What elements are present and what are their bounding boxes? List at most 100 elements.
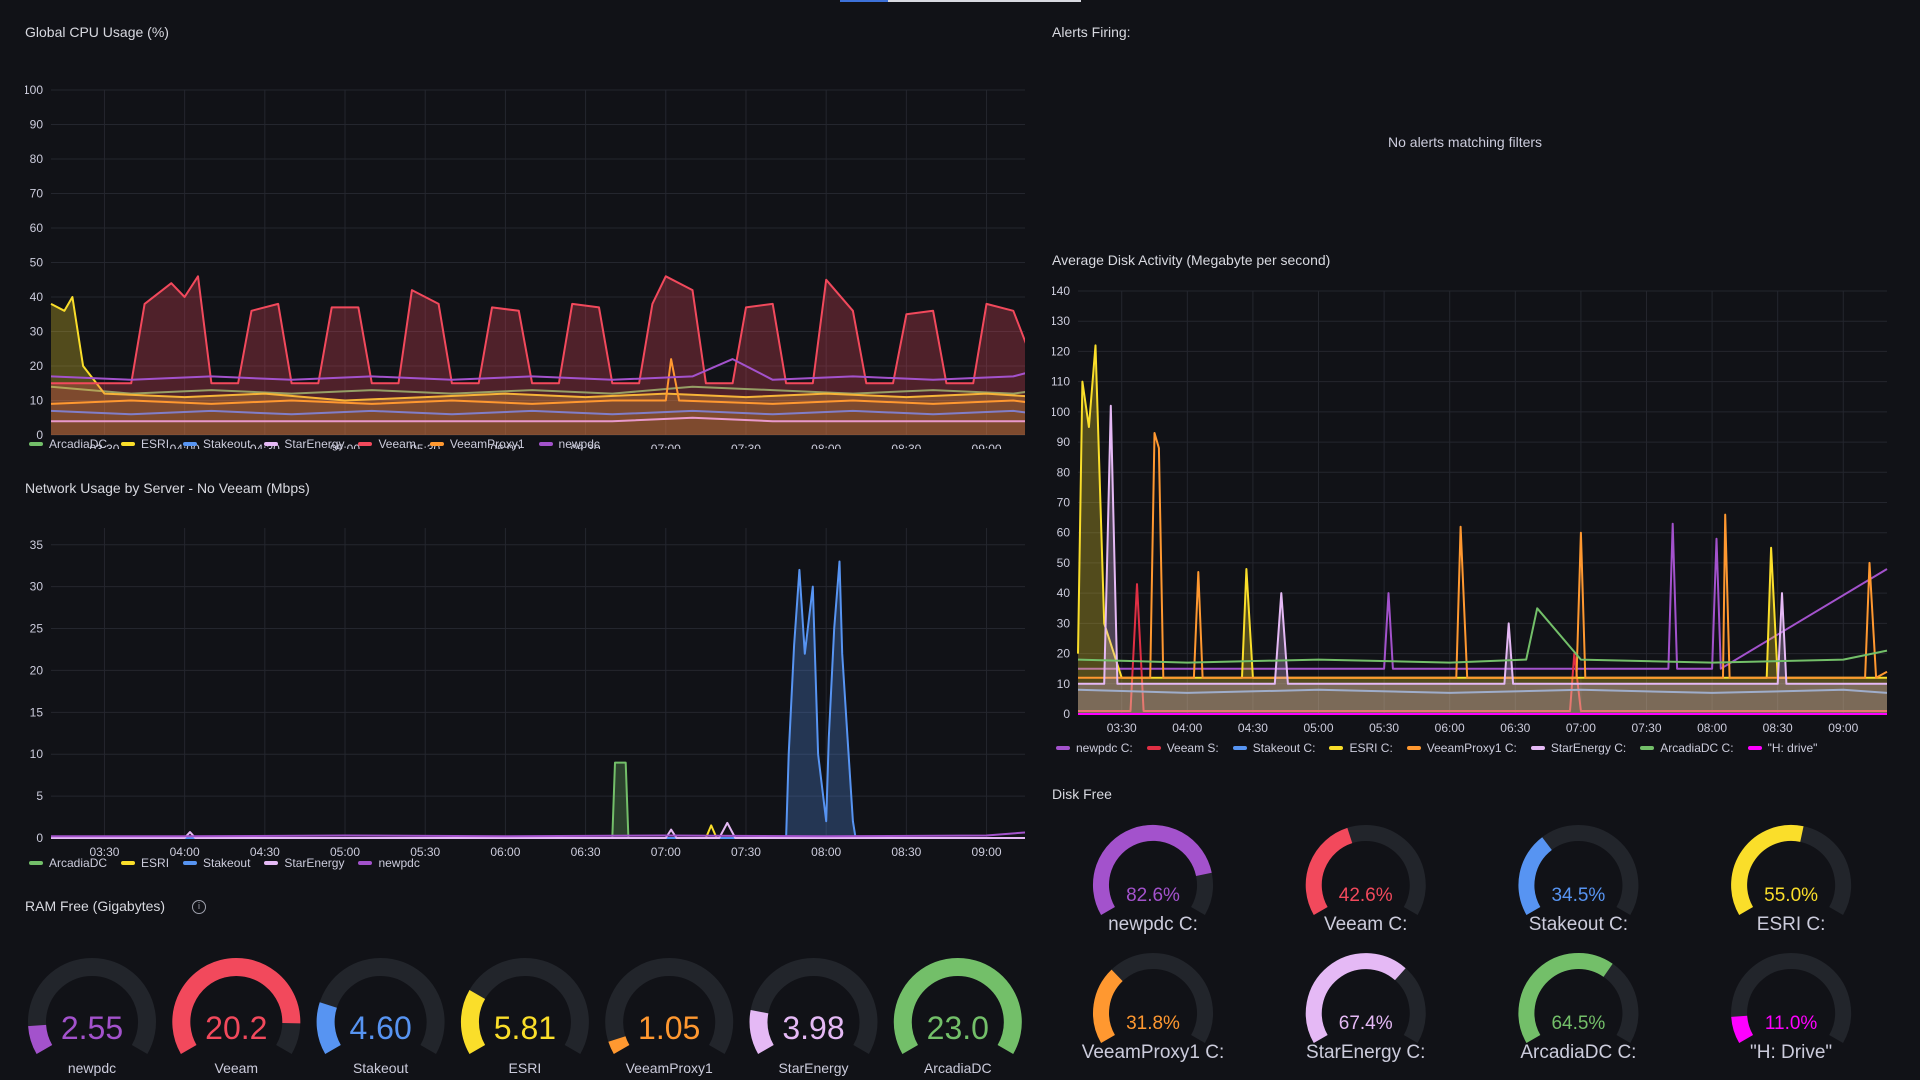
legend-label: VeeamProxy1 C: <box>1426 741 1517 755</box>
cpu-series-stakeout[interactable] <box>50 409 1025 416</box>
ram-gauge-arc-veeam[interactable] <box>172 957 301 1054</box>
cpu-ytick-label: 100 <box>25 83 43 97</box>
disk-free-gauge-arc-starenergy-c[interactable] <box>1305 953 1406 1043</box>
ram-panel-title[interactable]: RAM Free (Gigabytes) <box>25 898 166 914</box>
disk-xtick-label: 09:00 <box>1828 721 1858 735</box>
disk-legend-item-stakeout-c[interactable]: Stakeout C: <box>1232 741 1316 755</box>
legend-label: Veeam <box>378 437 416 451</box>
legend-label: Veeam S: <box>1166 741 1219 755</box>
disk-xtick-label: 04:00 <box>1172 721 1202 735</box>
legend-label: VeeamProxy1 <box>449 437 525 451</box>
cpu-series-starenergy[interactable] <box>51 416 1025 423</box>
cpu-legend-item-veeam[interactable]: Veeam <box>358 437 416 451</box>
disk-free-gauge-arc-veeamproxy1-c[interactable] <box>1093 969 1123 1043</box>
disk-series-esri-c[interactable] <box>1077 344 1887 679</box>
cpu-legend-item-starenergy[interactable]: StarEnergy <box>264 437 344 451</box>
disk-series-veeamproxy1-c[interactable] <box>1078 432 1888 679</box>
ram-gauge-label: ArcadiaDC <box>924 1060 992 1076</box>
network-series-starenergy[interactable] <box>51 821 1025 839</box>
alerts-panel-title[interactable]: Alerts Firing: <box>1052 24 1131 40</box>
legend-label: Stakeout C: <box>1252 741 1316 755</box>
disk-free-panel: Disk Free 82.6% newpdc C: 42.6% Veeam C: 34.… <box>1052 786 1892 1076</box>
ram-gauge-arc-stakeout[interactable] <box>316 1002 341 1055</box>
legend-swatch <box>183 442 198 446</box>
disk-legend-item-newpdc-c[interactable]: newpdc C: <box>1056 741 1133 755</box>
network-legend-item-arcadiadc[interactable]: ArcadiaDC <box>29 856 107 870</box>
cpu-xtick-label: 08:30 <box>891 442 921 449</box>
network-series-stakeout[interactable] <box>51 560 1025 839</box>
disk-free-panel-title[interactable]: Disk Free <box>1052 786 1112 802</box>
network-panel-title[interactable]: Network Usage by Server - No Veeam (Mbps… <box>25 480 310 496</box>
disk-legend-item-veeam-s[interactable]: Veeam S: <box>1146 741 1219 755</box>
disk-series-arcadiadc-c[interactable] <box>1077 607 1888 664</box>
network-legend-item-newpdc[interactable]: newpdc <box>358 856 420 870</box>
ram-gauge-track <box>28 957 156 1054</box>
cpu-legend-item-esri[interactable]: ESRI <box>121 437 169 451</box>
legend-swatch <box>358 861 373 865</box>
info-circle-icon[interactable]: i <box>192 900 206 914</box>
disk-free-gauge-value: 11.0% <box>1765 1013 1818 1034</box>
disk-free-gauge-label: "H: Drive" <box>1750 1042 1832 1063</box>
disk-free-gauge-value: 31.8% <box>1126 1013 1180 1034</box>
disk-legend-item-esri-c[interactable]: ESRI C: <box>1329 741 1393 755</box>
disk-series-newpdc-c[interactable] <box>1078 522 1888 670</box>
network-area-arcadiadc <box>51 762 1025 838</box>
legend-swatch <box>538 442 553 446</box>
disk-ytick-label: 50 <box>1057 556 1071 570</box>
disk-xtick-label: 05:30 <box>1369 721 1399 735</box>
ram-gauge-value: 3.98 <box>782 1010 844 1046</box>
ram-gauge-value: 20.2 <box>205 1010 267 1046</box>
disk-series-stakeout-c[interactable] <box>1077 688 1888 694</box>
cpu-legend-item-newpdc[interactable]: newpdc <box>538 437 600 451</box>
cpu-panel-title[interactable]: Global CPU Usage (%) <box>25 24 169 40</box>
disk-free-gauge-value: 55.0% <box>1764 885 1818 906</box>
network-ytick-label: 0 <box>36 831 43 845</box>
cpu-series-veeamproxy1[interactable] <box>50 358 1025 405</box>
disk-free-gauge-arc-esri-c[interactable] <box>1731 824 1804 915</box>
network-legend-item-esri[interactable]: ESRI <box>121 856 169 870</box>
legend-label: Stakeout <box>203 856 251 870</box>
cpu-series-newpdc[interactable] <box>50 358 1025 381</box>
disk-legend-item-veeamproxy1-c[interactable]: VeeamProxy1 C: <box>1406 741 1517 755</box>
disk-activity-panel-title[interactable]: Average Disk Activity (Megabyte per seco… <box>1052 252 1331 268</box>
disk-free-gauge-value: 64.5% <box>1551 1013 1605 1034</box>
disk-legend-item-starenergy-c[interactable]: StarEnergy C: <box>1530 741 1626 755</box>
cpu-series-arcadiadc[interactable] <box>50 385 1025 395</box>
cpu-legend-item-stakeout[interactable]: Stakeout <box>183 437 250 451</box>
ram-gauge-arc-starenergy[interactable] <box>749 1010 774 1054</box>
disk-legend-item-arcadiadc-c[interactable]: ArcadiaDC C: <box>1640 741 1734 755</box>
disk-ytick-label: 20 <box>1057 647 1071 661</box>
legend-label: ESRI C: <box>1349 741 1393 755</box>
cpu-chart[interactable]: 010203040506070809010003:3004:0004:3005:… <box>25 54 1025 449</box>
disk-series-veeam-s[interactable] <box>1078 583 1887 712</box>
network-series-arcadiadc[interactable] <box>51 761 1025 839</box>
disk-free-gauge-label: ESRI C: <box>1757 914 1826 935</box>
disk-series-starenergy-c[interactable] <box>1078 404 1887 685</box>
cpu-series-veeam[interactable] <box>51 275 1025 385</box>
network-legend-item-stakeout[interactable]: Stakeout <box>183 856 250 870</box>
cpu-series-esri[interactable] <box>50 296 1025 402</box>
ram-gauge-arc-newpdc[interactable] <box>28 1024 53 1055</box>
disk-area-esri-c <box>1078 345 1887 714</box>
disk-ytick-label: 110 <box>1052 375 1070 389</box>
disk-free-gauge-label: VeeamProxy1 C: <box>1082 1042 1225 1063</box>
network-chart[interactable]: 0 5 10 15 20 25 30 35 03:30 04:00 04:30 05:00 05:30 0… <box>25 504 1025 872</box>
disk-free-gauge-arc-stakeout-c[interactable] <box>1518 837 1553 915</box>
network-legend-item-starenergy[interactable]: StarEnergy <box>264 856 344 870</box>
disk-free-gauge-arc-newpdc-c[interactable] <box>1093 824 1212 916</box>
cpu-ytick-label: 10 <box>30 394 44 408</box>
disk-free-gauge-arc-h-drive[interactable] <box>1731 1015 1754 1044</box>
disk-activity-chart[interactable]: 0 10 20 30 40 50 60 70 80 90 100 110 120 130 140 03:30 0… <box>1052 278 1892 758</box>
disk-free-gauge-arc-veeam-c[interactable] <box>1305 827 1353 915</box>
ram-gauge-arc-arcadiadc[interactable] <box>893 957 1022 1054</box>
ram-gauge-arc-esri[interactable] <box>460 990 486 1054</box>
disk-free-gauge-arc-arcadiadc-c[interactable] <box>1518 953 1613 1043</box>
ram-gauge-arc-veeamproxy1[interactable] <box>608 1035 630 1055</box>
disk-legend-item-h-drive[interactable]: "H: drive" <box>1747 741 1817 755</box>
network-xtick-label: 06:30 <box>571 845 601 859</box>
ram-gauge-value: 5.81 <box>494 1010 556 1046</box>
disk-activity-panel: Average Disk Activity (Megabyte per seco… <box>1052 252 1892 762</box>
cpu-legend-item-veeamproxy1[interactable]: VeeamProxy1 <box>429 437 525 451</box>
network-series-newpdc[interactable] <box>51 831 1025 838</box>
cpu-legend-item-arcadiadc[interactable]: ArcadiaDC <box>29 437 107 451</box>
